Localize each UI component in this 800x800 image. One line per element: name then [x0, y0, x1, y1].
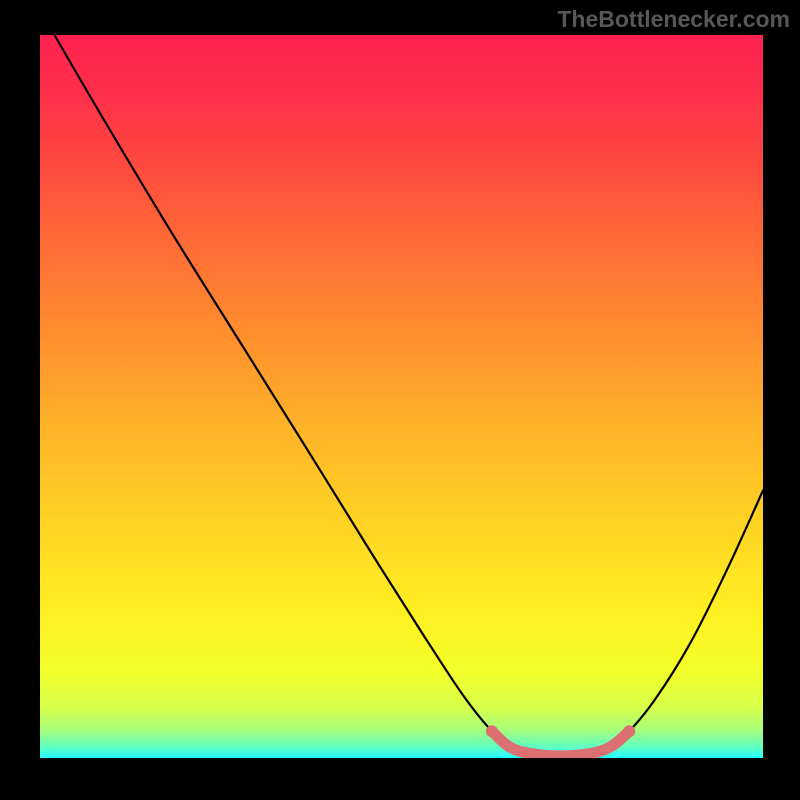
chart-container: TheBottlenecker.com [0, 0, 800, 800]
plot-area [40, 35, 763, 758]
watermark-label: TheBottlenecker.com [557, 6, 790, 33]
bottleneck-curve-chart [40, 35, 763, 758]
highlight-start-dot [486, 725, 498, 737]
gradient-background [40, 35, 763, 758]
highlight-end-dot [623, 725, 635, 737]
